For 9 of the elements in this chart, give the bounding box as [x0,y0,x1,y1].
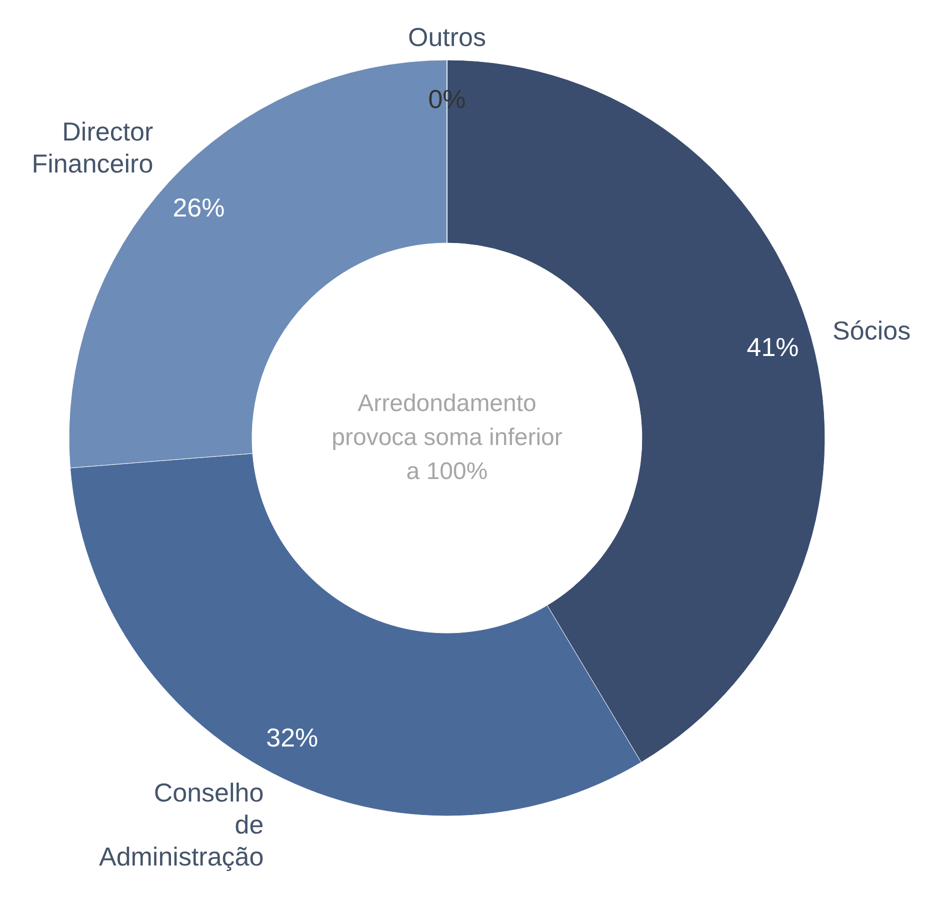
slice-label: Director Financeiro [32,116,154,179]
data-label: 26% [172,192,225,223]
text: Arredondamento provoca soma inferior a 100% [332,390,562,485]
slice-label: Sócios [832,315,911,346]
data-label: 41% [746,332,799,362]
slice-label: Conselho de Administração [98,778,264,872]
text: 0% [428,84,466,114]
category-label: Outros [408,22,486,52]
data-label: 32% [266,722,318,752]
